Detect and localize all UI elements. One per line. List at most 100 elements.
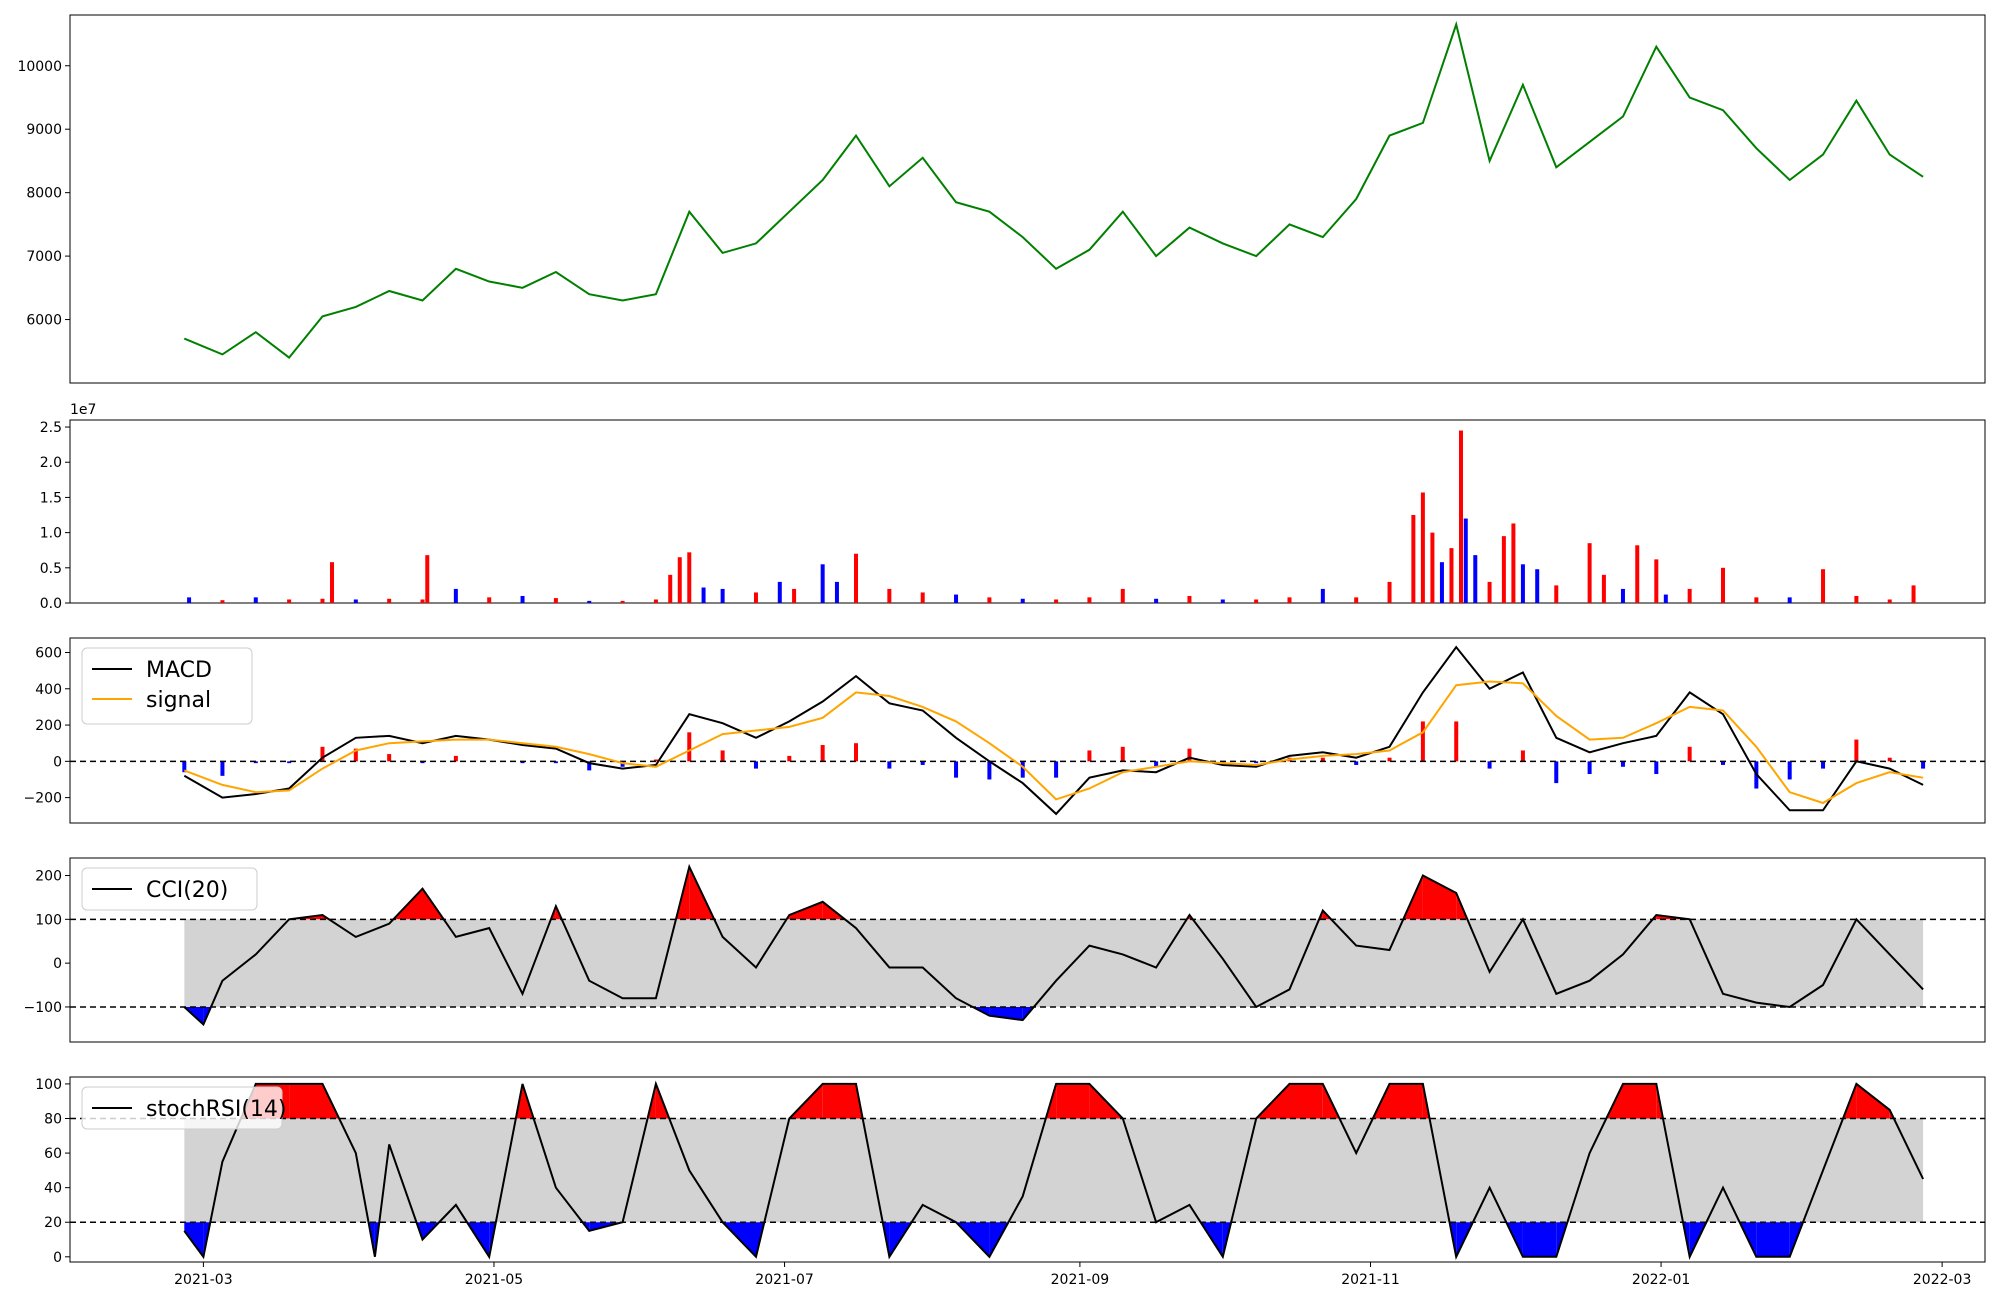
price-axis-ytick-label: 10000	[17, 59, 62, 75]
macd-histogram-bar	[520, 761, 525, 764]
volume-bar	[1587, 543, 1592, 603]
volume-bar	[1439, 562, 1444, 603]
stochrsi-extreme-fill	[1389, 1083, 1423, 1119]
cci-extreme-fill	[1422, 875, 1457, 920]
macd-histogram-bar	[1054, 761, 1059, 778]
stochrsi-axis-ytick-label: 80	[44, 1111, 62, 1127]
macd-axis-ytick-label: 400	[35, 682, 62, 698]
volume-bar	[720, 588, 725, 603]
macd-axis-ytick-label: 0	[53, 754, 62, 770]
date-axis: 2021-03 2021-05 2021-07 2021-09 2021-11 2022-…	[174, 1262, 1971, 1288]
macd-histogram-bar	[420, 761, 425, 764]
volume-bar	[1620, 588, 1625, 603]
volume-bar	[777, 581, 782, 603]
macd-histogram-bar	[653, 759, 658, 762]
volume-axis-ytick-label: 1.0	[40, 526, 62, 542]
macd-histogram-bar	[1354, 761, 1359, 765]
volume-panel: 0.0 0.5 1.0 1.5 2.0 2.5 1e7	[40, 402, 1986, 612]
signal-line	[183, 680, 1924, 805]
volume-bar	[1554, 585, 1559, 603]
stochrsi-extreme-fill	[1289, 1083, 1323, 1119]
macd-histogram-bar	[1020, 761, 1025, 778]
macd-histogram-bar	[253, 761, 258, 764]
stochrsi-extreme-fill	[1056, 1083, 1090, 1119]
volume-bar	[330, 562, 335, 603]
volume-offset-label: 1e7	[70, 402, 96, 418]
cci-axis-ytick-label: 100	[35, 912, 62, 928]
volume-bar	[668, 574, 673, 603]
volume-bar	[320, 598, 325, 603]
macd-histogram-bar	[1187, 748, 1192, 762]
macd-histogram-bar	[1854, 739, 1859, 762]
volume-bar	[1463, 518, 1468, 603]
macd-histogram-bar	[753, 761, 758, 769]
volume-bar	[1387, 581, 1392, 603]
volume-bar	[1287, 597, 1292, 603]
macd-histogram-bar	[387, 754, 392, 762]
macd-histogram-bar	[1520, 750, 1525, 762]
volume-bar	[1887, 599, 1892, 603]
stochrsi-panel-frame	[69, 1076, 1986, 1263]
macd-line	[183, 645, 1924, 816]
volume-bar	[253, 597, 258, 603]
stochrsi-line	[183, 1080, 1925, 1260]
volume-bar	[753, 592, 758, 603]
volume-bar	[954, 594, 959, 603]
cci-line	[183, 863, 1924, 1027]
macd-histogram-bar	[1320, 757, 1325, 762]
volume-bar	[487, 597, 492, 603]
volume-bar	[1911, 585, 1916, 603]
macd-histogram-bar	[887, 761, 892, 769]
macd-histogram-bar	[1620, 761, 1625, 767]
volume-bar	[453, 588, 458, 603]
volume-panel-frame	[69, 419, 1986, 604]
date-tick-label: 2022-03	[1913, 1272, 1972, 1288]
macd-histogram-bar	[954, 761, 959, 778]
volume-bar	[854, 553, 859, 603]
volume-bar	[1420, 492, 1425, 603]
volume-bar	[1320, 588, 1325, 603]
volume-bar	[1187, 595, 1192, 603]
macd-histogram-bar	[287, 761, 292, 764]
date-tick-label: 2021-05	[465, 1272, 524, 1288]
cci-panel-frame	[69, 857, 1986, 1043]
date-tick-label: 2021-03	[174, 1272, 233, 1288]
stochrsi-axis-ytick-label: 100	[35, 1077, 62, 1093]
volume-bar	[1654, 559, 1659, 603]
macd-histogram-bar	[1720, 761, 1725, 765]
date-tick-label: 2021-07	[755, 1272, 814, 1288]
volume-bar	[587, 600, 592, 603]
cci-panel: −100 0 100 200 CCI(20)	[24, 857, 1986, 1043]
macd-histogram-bar	[353, 748, 358, 762]
volume-bar	[701, 587, 706, 603]
macd-histogram-bar	[720, 750, 725, 762]
macd-histogram-bar	[787, 755, 792, 762]
macd-histogram-bar	[820, 745, 825, 762]
volume-bar	[220, 600, 225, 603]
macd-panel-frame	[69, 637, 1986, 824]
stochrsi-axis-ytick-label: 0	[53, 1250, 62, 1266]
macd-histogram-bar	[854, 743, 859, 762]
price-panel-frame	[69, 14, 1986, 384]
macd-axis-ytick-label: −200	[24, 791, 62, 807]
volume-bar	[687, 552, 692, 603]
cci-legend-box	[81, 867, 258, 911]
volume-bar	[1754, 597, 1759, 603]
price-axis-ytick-label: 6000	[26, 313, 62, 329]
price-axis-ytick-label: 8000	[26, 186, 62, 202]
volume-bar	[1430, 532, 1435, 603]
volume-bar	[653, 599, 658, 603]
volume-bar	[1473, 555, 1478, 603]
volume-bar	[387, 598, 392, 603]
macd-legend-label: signal	[146, 688, 211, 713]
stochrsi-extreme-fill	[822, 1083, 856, 1119]
volume-bar	[1458, 430, 1463, 603]
volume-bar	[1120, 588, 1125, 603]
macd-histogram-bar	[1154, 761, 1159, 767]
stochrsi-extreme-fill	[1756, 1222, 1790, 1257]
date-tick-label: 2022-01	[1632, 1272, 1691, 1288]
macd-histogram-bar	[687, 732, 692, 762]
volume-bar	[792, 588, 797, 603]
macd-histogram-bar	[1487, 761, 1492, 769]
